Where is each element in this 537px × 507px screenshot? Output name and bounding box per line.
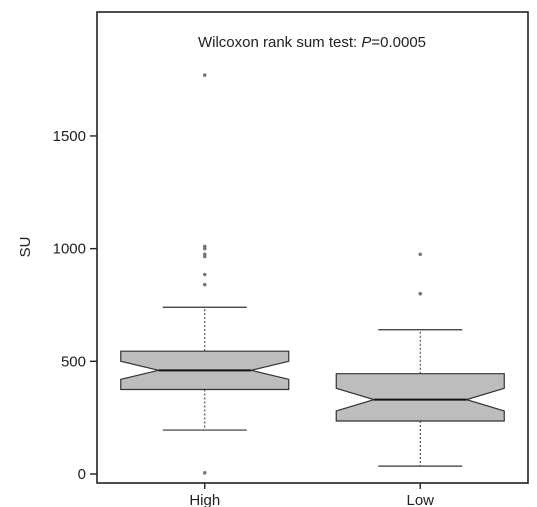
x-tick-label: Low — [406, 492, 434, 507]
outlier-point — [418, 291, 423, 296]
y-tick-label: 0 — [78, 466, 86, 483]
boxes-layer — [120, 73, 505, 475]
outlier-point — [202, 244, 207, 249]
x-axis: High Low — [189, 483, 434, 507]
outlier-point — [202, 471, 207, 475]
box-high — [120, 73, 290, 475]
box-low — [335, 252, 505, 467]
plot-frame — [96, 11, 529, 484]
y-axis: 0 500 1000 1500 — [53, 128, 97, 483]
outlier-point — [202, 73, 207, 77]
outlier-point — [202, 282, 207, 287]
y-tick-label: 1500 — [53, 128, 86, 145]
x-tick-label: High — [189, 492, 220, 507]
test-annotation: Wilcoxon rank sum test: P=0.0005 — [198, 34, 426, 51]
y-tick-label: 500 — [61, 353, 86, 370]
outlier-point — [418, 252, 423, 257]
notched-box — [335, 373, 505, 422]
outlier-point — [202, 252, 207, 257]
outlier-point — [202, 272, 207, 277]
y-tick-label: 1000 — [53, 241, 86, 258]
y-axis-title: SU — [17, 237, 34, 258]
